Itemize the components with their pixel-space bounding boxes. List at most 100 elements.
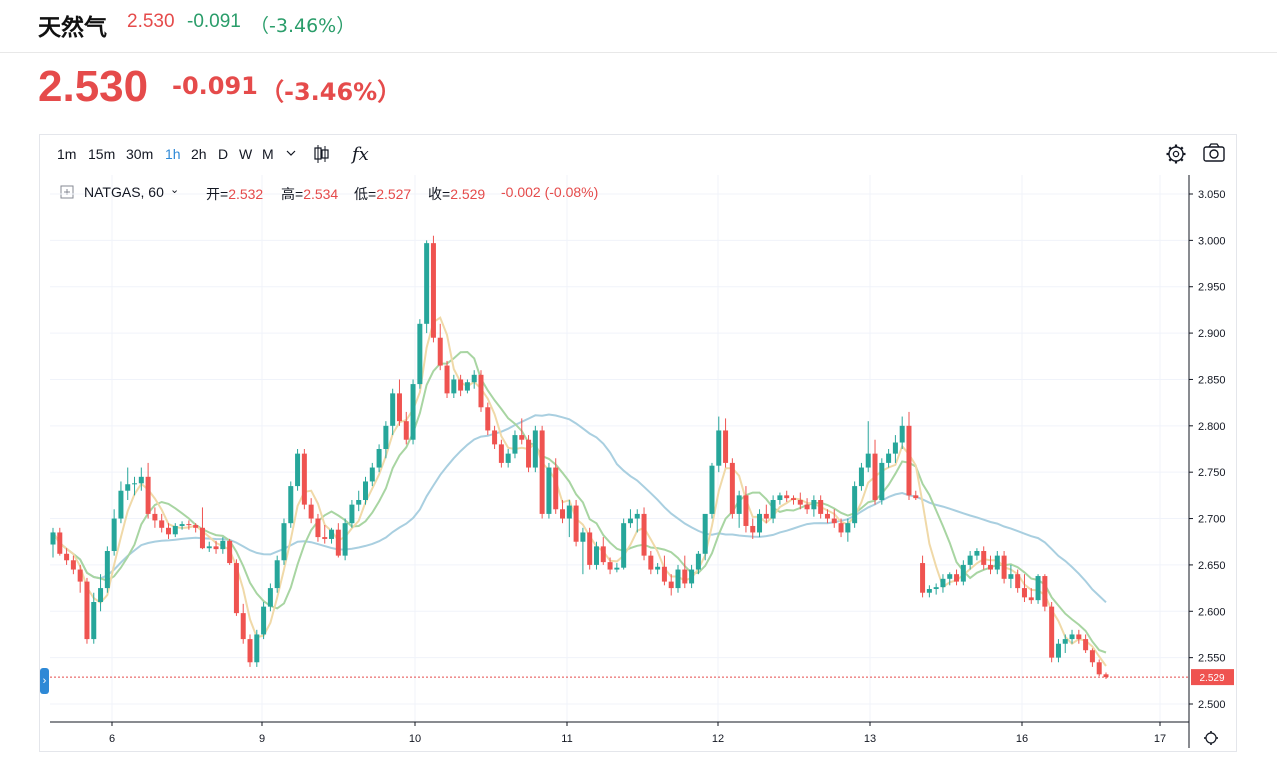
interval-30m[interactable]: 30m <box>126 146 154 162</box>
scroll-handle[interactable]: › <box>40 668 49 694</box>
plus-box-icon[interactable] <box>60 185 74 199</box>
candle-body <box>1083 639 1089 651</box>
candle-body <box>267 588 273 607</box>
candle-body <box>1089 650 1095 663</box>
gear-icon[interactable] <box>1166 144 1186 164</box>
candle-body <box>981 551 987 565</box>
candle-body <box>172 525 178 535</box>
candle-body <box>580 532 586 542</box>
candle-body <box>118 490 124 519</box>
candle-body <box>845 523 851 533</box>
candle-body <box>206 546 212 549</box>
candle-body <box>104 551 110 589</box>
candle-body <box>661 566 667 582</box>
candle-body <box>396 393 402 422</box>
candle-body <box>274 560 280 589</box>
candle-body <box>926 589 932 593</box>
candle-body <box>383 425 389 449</box>
candle-body <box>736 495 742 514</box>
candle-body <box>437 337 443 366</box>
ma-mid-line <box>52 350 1107 654</box>
candle-body <box>165 527 171 535</box>
candle-body <box>132 483 138 485</box>
candle-body <box>831 518 837 524</box>
candle-body <box>1103 674 1109 678</box>
interval-w[interactable]: W <box>239 146 253 162</box>
y-tick-label: 2.500 <box>1198 699 1226 711</box>
x-tick-label: 10 <box>409 733 421 745</box>
candle-body <box>553 467 559 510</box>
candle-body <box>627 518 633 524</box>
interval-2h[interactable]: 2h <box>191 146 207 162</box>
interval-1h[interactable]: 1h <box>165 146 181 162</box>
indicators-icon[interactable]: fx <box>350 144 369 165</box>
y-tick-label: 2.650 <box>1198 560 1226 572</box>
candle-body <box>702 513 708 554</box>
candle-body <box>546 467 552 514</box>
candle-body <box>1096 662 1102 675</box>
candle-body <box>349 504 355 524</box>
candle-body <box>240 613 246 640</box>
candle-body <box>492 430 498 445</box>
y-tick-label: 3.000 <box>1198 235 1226 247</box>
candle-body <box>988 564 994 570</box>
candle-body <box>852 486 858 524</box>
legend-low: 低=2.527 <box>354 184 411 204</box>
x-tick-label: 12 <box>712 733 724 745</box>
x-tick-label: 16 <box>1016 733 1028 745</box>
candle-body <box>315 518 321 538</box>
camera-icon[interactable] <box>1203 143 1225 162</box>
y-tick-label: 2.750 <box>1198 467 1226 479</box>
candle-body <box>695 553 701 570</box>
candle-body <box>444 365 450 394</box>
candle-body <box>899 425 905 443</box>
candle-body <box>1028 597 1034 601</box>
candle-body <box>716 430 722 466</box>
indicators-label: fx <box>350 144 369 165</box>
interval-m[interactable]: M <box>262 146 274 162</box>
candle-body <box>390 393 396 426</box>
candle-body <box>858 467 864 487</box>
candle-body <box>763 513 769 519</box>
candle-body <box>91 602 97 640</box>
quote-price: 2.530 <box>38 62 149 111</box>
candle-body <box>587 532 593 565</box>
legend-high: 高=2.534 <box>281 184 338 204</box>
last-price-text: 2.529 <box>1199 673 1224 684</box>
candle-body <box>471 374 477 383</box>
chevron-down-icon[interactable] <box>286 150 296 156</box>
candle-body <box>532 430 538 468</box>
last-price-label: 2.529 <box>1191 669 1234 686</box>
x-tick-label: 6 <box>109 733 115 745</box>
axis-settings-icon[interactable] <box>1204 731 1218 745</box>
candle-body <box>777 495 783 500</box>
interval-1m[interactable]: 1m <box>57 146 77 162</box>
high-label: 高= <box>281 186 304 202</box>
candle-body <box>403 421 409 440</box>
interval-15m[interactable]: 15m <box>88 146 116 162</box>
candle-body <box>281 523 287 561</box>
candle-body <box>227 540 233 564</box>
candle-body <box>974 551 980 556</box>
legend-open: 开=2.532 <box>206 184 263 204</box>
y-axis[interactable]: 3.050 3.000 2.950 2.900 2.850 2.800 2.750 2.700… <box>1189 189 1226 711</box>
candle-body <box>729 462 735 514</box>
legend-chevron-icon[interactable]: ⌄ <box>170 184 180 196</box>
candlestick-icon[interactable] <box>314 145 329 163</box>
candle-body <box>64 553 70 561</box>
interval-d[interactable]: D <box>218 146 229 162</box>
candle-body <box>1021 588 1027 598</box>
candle-body <box>539 430 545 514</box>
y-tick-label: 2.950 <box>1198 282 1226 294</box>
candle-body <box>593 546 599 565</box>
candle-body <box>159 520 165 528</box>
candle-body <box>1042 576 1048 607</box>
candle-body <box>335 529 341 556</box>
candle-body <box>682 569 688 584</box>
candle-body <box>967 555 973 565</box>
x-axis[interactable]: 6 9 10 11 12 13 16 17 <box>109 722 1166 745</box>
candle-body <box>811 500 817 510</box>
candle-body <box>485 407 491 431</box>
legend-symbol[interactable]: NATGAS, 60 <box>84 184 164 200</box>
